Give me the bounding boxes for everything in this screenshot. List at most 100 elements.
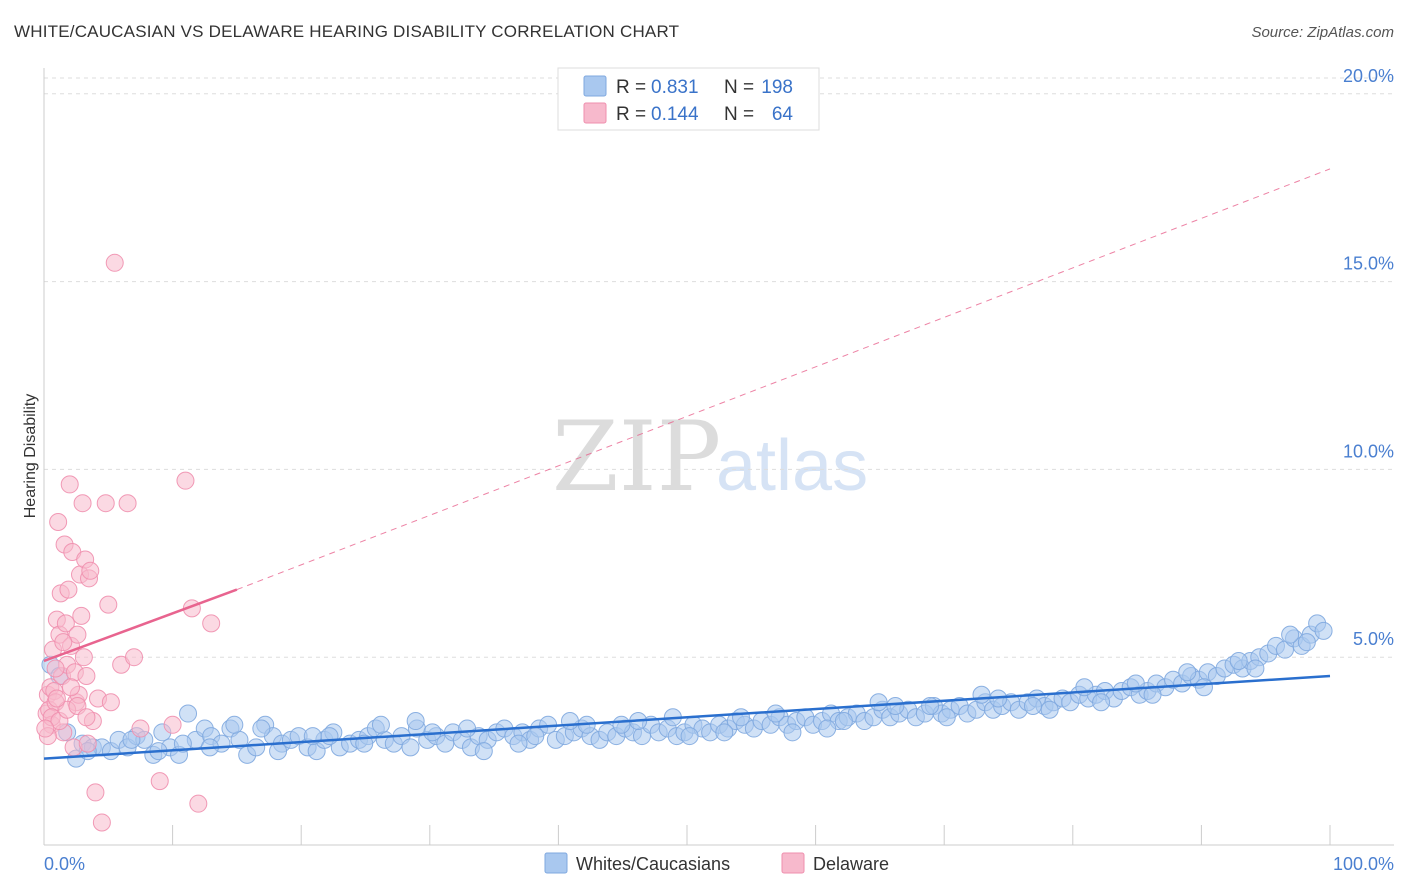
point-whites-154 bbox=[320, 727, 339, 746]
point-whites-163 bbox=[783, 723, 802, 742]
point-whites-197 bbox=[1281, 625, 1300, 644]
point-delaware-36 bbox=[86, 783, 105, 802]
point-delaware-34 bbox=[81, 561, 100, 580]
point-delaware-45 bbox=[125, 648, 144, 667]
point-delaware-59 bbox=[62, 678, 81, 697]
bottom-legend-label-whites: Whites/Caucasians bbox=[576, 854, 730, 874]
point-whites-192 bbox=[1023, 697, 1042, 716]
point-delaware-57 bbox=[54, 633, 73, 652]
point-whites-188 bbox=[818, 719, 837, 738]
legend-n-label-delaware: N = bbox=[724, 104, 754, 125]
point-delaware-31 bbox=[77, 666, 96, 685]
legend-n-value-delaware: 64 bbox=[772, 104, 794, 125]
trend-lines bbox=[43, 168, 1331, 760]
point-whites-16 bbox=[179, 704, 198, 723]
legend-r-label-delaware: R = bbox=[616, 104, 646, 125]
y-tick-label-3: 20.0% bbox=[1343, 66, 1394, 86]
point-delaware-29 bbox=[74, 648, 93, 667]
x-tick-label-max: 100.0% bbox=[1333, 854, 1394, 874]
point-delaware-52 bbox=[202, 614, 221, 633]
legend-n-value-whites: 198 bbox=[761, 77, 793, 98]
legend-box: R = 0.831 N = 198 R = 0.144 N = 64 bbox=[557, 67, 820, 131]
point-delaware-18 bbox=[60, 475, 79, 494]
legend-swatch-whites bbox=[583, 75, 607, 97]
trend-line-delaware-extended bbox=[236, 168, 1331, 591]
point-whites-169 bbox=[1092, 693, 1111, 712]
legend-r-value-delaware: 0.144 bbox=[651, 104, 699, 125]
point-delaware-49 bbox=[176, 471, 195, 490]
point-delaware-62 bbox=[36, 719, 55, 738]
point-delaware-15 bbox=[56, 614, 75, 633]
point-delaware-24 bbox=[68, 625, 87, 644]
point-whites-161 bbox=[680, 727, 699, 746]
trend-line-delaware bbox=[43, 588, 238, 663]
point-whites-196 bbox=[1229, 651, 1248, 670]
y-axis-label: Hearing Disability bbox=[22, 394, 39, 519]
bottom-legend-swatch-whites bbox=[544, 852, 568, 874]
point-delaware-55 bbox=[46, 659, 65, 678]
point-whites-172 bbox=[1246, 659, 1265, 678]
point-delaware-47 bbox=[150, 772, 169, 791]
point-whites-180 bbox=[406, 712, 425, 731]
series-delaware-points bbox=[36, 253, 221, 832]
point-whites-157 bbox=[474, 742, 493, 761]
point-delaware-32 bbox=[78, 734, 97, 753]
point-whites-155 bbox=[371, 715, 390, 734]
point-delaware-17 bbox=[59, 580, 78, 599]
point-delaware-27 bbox=[72, 606, 91, 625]
point-whites-171 bbox=[1194, 678, 1213, 697]
point-whites-164 bbox=[834, 712, 853, 731]
point-whites-191 bbox=[972, 685, 991, 704]
point-whites-165 bbox=[886, 697, 905, 716]
y-tick-labels: 5.0% 10.0% 15.0% 20.0% bbox=[1343, 66, 1394, 649]
point-delaware-9 bbox=[49, 512, 68, 531]
source-credit: Source: ZipAtlas.com bbox=[1251, 24, 1394, 41]
point-delaware-39 bbox=[96, 494, 115, 513]
x-axis-ticks bbox=[43, 825, 1331, 845]
point-whites-195 bbox=[1178, 663, 1197, 682]
point-whites-166 bbox=[937, 708, 956, 727]
point-whites-151 bbox=[173, 734, 192, 753]
point-delaware-41 bbox=[101, 693, 120, 712]
point-whites-149 bbox=[1314, 621, 1333, 640]
point-whites-168 bbox=[1040, 700, 1059, 719]
grid-lines bbox=[44, 77, 1394, 658]
y-tick-label-2: 15.0% bbox=[1343, 254, 1394, 274]
point-whites-181 bbox=[458, 719, 477, 738]
point-whites-182 bbox=[509, 734, 528, 753]
point-whites-187 bbox=[766, 704, 785, 723]
point-delaware-48 bbox=[163, 715, 182, 734]
point-whites-177 bbox=[252, 719, 271, 738]
point-delaware-51 bbox=[189, 794, 208, 813]
series-whites-points bbox=[41, 614, 1333, 768]
bottom-legend-swatch-delaware bbox=[781, 852, 805, 874]
watermark-atlas: atlas bbox=[716, 426, 868, 506]
legend-swatch-delaware bbox=[583, 102, 607, 124]
point-delaware-44 bbox=[118, 494, 137, 513]
watermark-zip: ZIP bbox=[552, 401, 721, 513]
point-delaware-61 bbox=[77, 708, 96, 727]
watermark: ZIP atlas bbox=[552, 401, 868, 513]
point-whites-186 bbox=[715, 723, 734, 742]
point-whites-173 bbox=[1297, 633, 1316, 652]
chart-title: WHITE/CAUCASIAN VS DELAWARE HEARING DISA… bbox=[14, 22, 680, 41]
point-whites-158 bbox=[526, 727, 545, 746]
trend-line-whites bbox=[43, 674, 1331, 760]
point-delaware-40 bbox=[99, 595, 118, 614]
legend-r-value-whites: 0.831 bbox=[651, 77, 699, 98]
bottom-legend-label-delaware: Delaware bbox=[813, 854, 889, 874]
point-whites-184 bbox=[612, 715, 631, 734]
point-whites-183 bbox=[560, 712, 579, 731]
bottom-legend: Whites/Caucasians Delaware bbox=[544, 852, 889, 874]
point-delaware-42 bbox=[105, 253, 124, 272]
y-tick-label-1: 10.0% bbox=[1343, 441, 1394, 461]
point-whites-189 bbox=[869, 693, 888, 712]
point-delaware-38 bbox=[92, 813, 111, 832]
y-tick-label-0: 5.0% bbox=[1353, 629, 1394, 649]
x-tick-label-min: 0.0% bbox=[44, 854, 85, 874]
point-delaware-63 bbox=[47, 689, 66, 708]
point-whites-24 bbox=[247, 738, 266, 757]
point-delaware-28 bbox=[73, 494, 92, 513]
point-delaware-46 bbox=[131, 719, 150, 738]
point-whites-162 bbox=[732, 708, 751, 727]
